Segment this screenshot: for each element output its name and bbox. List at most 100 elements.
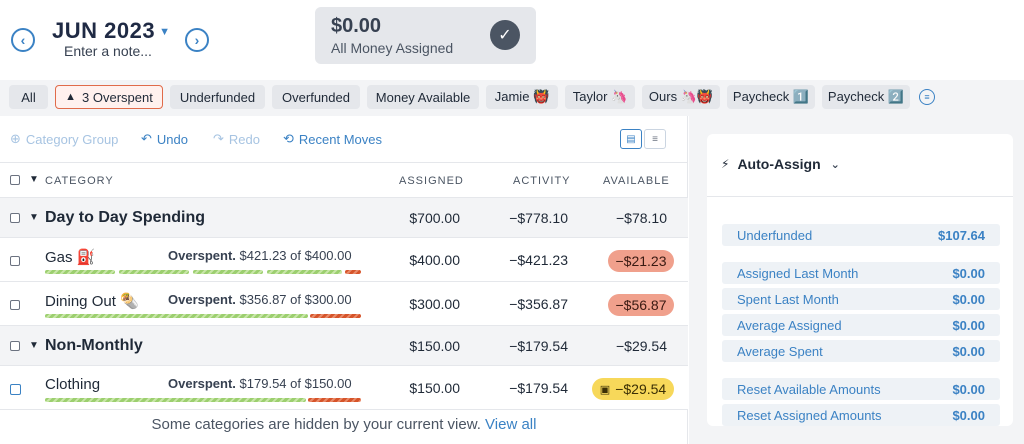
hidden-categories-notice: Some categories are hidden by your curre… (0, 416, 688, 433)
filter-underfunded[interactable]: Underfunded (170, 85, 265, 109)
category-activity[interactable]: −$421.23 (509, 252, 568, 268)
auto-assign-reset-assigned[interactable]: Reset Assigned Amounts $0.00 (722, 404, 1000, 426)
category-checkbox[interactable] (10, 384, 21, 395)
row-label: Reset Assigned Amounts (737, 408, 882, 423)
filter-taylor[interactable]: Taylor 🦄 (565, 85, 635, 109)
month-selector[interactable]: JUN 2023 ▼ (52, 18, 170, 44)
auto-assign-toggle[interactable]: ⚡ Auto-Assign ⌄ (721, 156, 840, 172)
collapse-group-icon[interactable]: ▼ (29, 212, 39, 223)
hidden-notice-text: Some categories are hidden by your curre… (151, 416, 481, 433)
category-name[interactable]: Clothing (45, 376, 101, 393)
filter-ours[interactable]: Ours 🦄👹 (642, 85, 720, 109)
auto-assign-average-assigned[interactable]: Average Assigned $0.00 (722, 314, 1000, 336)
category-checkbox[interactable] (10, 256, 20, 266)
previous-month-button[interactable]: ‹ (11, 28, 35, 52)
status-text: $356.87 of $300.00 (239, 292, 352, 307)
auto-assign-average-spent[interactable]: Average Spent $0.00 (722, 340, 1000, 362)
credit-card-icon: ▣ (599, 383, 611, 396)
filter-paycheck-1[interactable]: Paycheck 1️⃣ (727, 85, 815, 109)
undo-label: Undo (156, 131, 188, 147)
compact-view-icon[interactable]: ≡ (644, 129, 666, 149)
ready-to-assign-label: All Money Assigned (331, 40, 454, 56)
redo-button[interactable]: ↷ Redo (213, 131, 260, 147)
chevron-left-icon: ‹ (20, 32, 26, 48)
progress-bar-funded (267, 270, 342, 274)
chevron-right-icon: › (194, 32, 200, 48)
status-bold: Overspent. (168, 376, 236, 391)
row-value: $0.00 (952, 292, 985, 307)
available-pill[interactable]: −$56.87 (608, 294, 674, 316)
ready-to-assign-amount: $0.00 (331, 15, 382, 37)
month-note[interactable]: Enter a note... (64, 43, 152, 59)
add-category-group-button[interactable]: ⊕ Category Group (10, 131, 118, 147)
category-assigned[interactable]: $400.00 (409, 252, 460, 268)
filter-overspent[interactable]: ▲ 3 Overspent (55, 85, 163, 109)
expanded-view-icon[interactable]: ▤ (620, 129, 642, 149)
group-checkbox[interactable] (10, 341, 20, 351)
category-group-row[interactable]: ▼ Non-Monthly $150.00 −$179.54 −$29.54 (0, 326, 688, 366)
column-assigned: ASSIGNED (399, 175, 464, 187)
filter-label: Paycheck 2️⃣ (827, 89, 905, 104)
auto-assign-spent-last-month[interactable]: Spent Last Month $0.00 (722, 288, 1000, 310)
recent-moves-label: Recent Moves (298, 131, 382, 147)
group-activity: −$179.54 (509, 338, 568, 354)
group-available: −$78.10 (616, 210, 667, 226)
category-activity[interactable]: −$179.54 (509, 380, 568, 396)
status-text: $421.23 of $400.00 (239, 248, 352, 263)
category-assigned[interactable]: $150.00 (409, 380, 460, 396)
category-name[interactable]: Dining Out 🌯 (45, 293, 139, 310)
select-all-checkbox[interactable] (10, 175, 20, 185)
collapse-all-icon[interactable]: ▼ (29, 174, 40, 185)
progress-bar-overspent (310, 314, 361, 318)
filter-jamie[interactable]: Jamie 👹 (486, 85, 558, 109)
category-row[interactable]: Clothing Overspent. $179.54 of $150.00 $… (0, 366, 688, 410)
category-row[interactable]: Gas ⛽ Overspent. $421.23 of $400.00 $400… (0, 238, 688, 282)
view-all-link[interactable]: View all (485, 416, 537, 433)
row-label: Assigned Last Month (737, 266, 859, 281)
month-label: JUN 2023 (52, 18, 156, 43)
auto-assign-reset-available[interactable]: Reset Available Amounts $0.00 (722, 378, 1000, 400)
auto-assign-underfunded[interactable]: Underfunded $107.64 (722, 224, 1000, 246)
lightning-icon: ⚡ (721, 157, 730, 171)
recent-moves-button[interactable]: ⟲ Recent Moves (283, 131, 382, 147)
category-activity[interactable]: −$356.87 (509, 296, 568, 312)
redo-label: Redo (228, 131, 260, 147)
category-name[interactable]: Gas ⛽ (45, 249, 96, 266)
ready-to-assign-box[interactable]: $0.00 All Money Assigned ✓ (315, 7, 536, 64)
auto-assign-assigned-last-month[interactable]: Assigned Last Month $0.00 (722, 262, 1000, 284)
filter-all[interactable]: All (9, 85, 48, 109)
category-assigned[interactable]: $300.00 (409, 296, 460, 312)
redo-icon: ↷ (213, 131, 224, 146)
column-activity: ACTIVITY (513, 175, 571, 187)
category-checkbox[interactable] (10, 300, 20, 310)
filter-money-available[interactable]: Money Available (367, 85, 479, 109)
category-group-row[interactable]: ▼ Day to Day Spending $700.00 −$778.10 −… (0, 198, 688, 238)
category-group-label: Category Group (25, 131, 119, 147)
row-value: $0.00 (952, 382, 985, 397)
group-available: −$29.54 (616, 338, 667, 354)
undo-button[interactable]: ↶ Undo (141, 131, 188, 147)
available-value: −$29.54 (615, 381, 667, 397)
collapse-group-icon[interactable]: ▼ (29, 340, 39, 351)
group-checkbox[interactable] (10, 213, 20, 223)
filter-label: All (21, 89, 36, 105)
filter-overfunded[interactable]: Overfunded (272, 85, 360, 109)
progress-bar-funded (45, 270, 115, 274)
undo-icon: ↶ (141, 131, 152, 146)
next-month-button[interactable]: › (185, 28, 209, 52)
column-category: CATEGORY (45, 175, 114, 187)
filter-paycheck-2[interactable]: Paycheck 2️⃣ (822, 85, 910, 109)
row-value: $107.64 (938, 228, 985, 243)
inspector-panel: ⚡ Auto-Assign ⌄ Underfunded $107.64 Assig… (689, 116, 1024, 444)
category-row[interactable]: Dining Out 🌯 Overspent. $356.87 of $300.… (0, 282, 688, 326)
group-name[interactable]: Non-Monthly (45, 337, 143, 354)
row-value: $0.00 (952, 344, 985, 359)
status-text: $179.54 of $150.00 (239, 376, 352, 391)
budget-header: ‹ JUN 2023 ▼ Enter a note... › $0.00 All … (0, 0, 1024, 80)
status-bold: Overspent. (168, 248, 236, 263)
filter-settings-icon[interactable]: ≡ (919, 89, 935, 105)
available-pill[interactable]: −$21.23 (608, 250, 674, 272)
group-name[interactable]: Day to Day Spending (45, 209, 206, 226)
filter-label: Underfunded (179, 89, 256, 105)
available-pill[interactable]: ▣ −$29.54 (592, 378, 674, 400)
